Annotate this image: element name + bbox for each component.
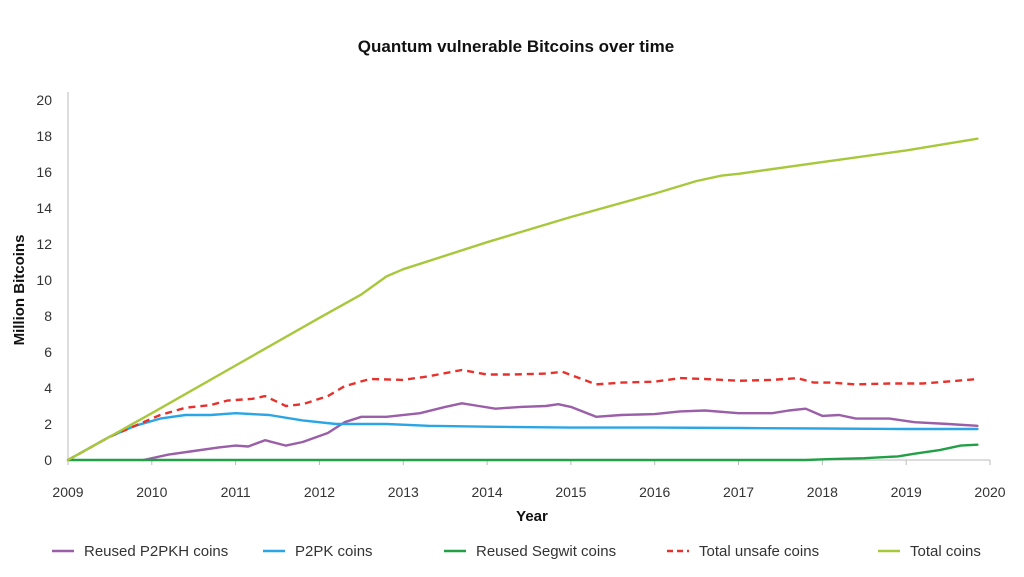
y-tick-label: 0	[44, 452, 52, 468]
legend-label: Reused Segwit coins	[476, 543, 616, 560]
chart-title: Quantum vulnerable Bitcoins over time	[358, 37, 674, 56]
y-tick-label: 2	[44, 416, 52, 432]
legend-label: Reused P2PKH coins	[84, 543, 228, 560]
x-axis-ticks: 2009 2010 2011 2012 2013 2014 2015 2016 2017 2018…	[52, 460, 1006, 500]
series-line-p2pk-coins	[66, 412, 979, 462]
x-tick-label: 2009	[52, 484, 83, 500]
x-tick-label: 2011	[221, 484, 251, 500]
legend-label: Total coins	[910, 543, 981, 560]
x-tick-label: 2019	[891, 484, 922, 500]
y-axis-label: Million Bitcoins	[11, 235, 28, 346]
x-tick-label: 2018	[807, 484, 838, 500]
legend-label: P2PK coins	[295, 543, 373, 560]
y-tick-label: 4	[44, 380, 52, 396]
x-tick-label: 2012	[304, 484, 335, 500]
series-lines	[66, 137, 979, 462]
y-tick-label: 20	[36, 92, 52, 108]
x-axis-label: Year	[516, 508, 548, 525]
y-tick-label: 18	[36, 128, 52, 144]
y-tick-label: 12	[36, 236, 52, 252]
y-tick-label: 16	[36, 164, 52, 180]
x-tick-label: 2016	[639, 484, 670, 500]
y-tick-label: 8	[44, 308, 52, 324]
legend: Reused P2PKH coins P2PK coins Reused Segwi…	[52, 543, 981, 560]
x-tick-label: 2020	[974, 484, 1005, 500]
x-tick-label: 2010	[136, 484, 167, 500]
y-tick-label: 10	[36, 272, 52, 288]
legend-label: Total unsafe coins	[699, 543, 819, 560]
y-tick-label: 14	[36, 200, 52, 216]
x-tick-label: 2013	[388, 484, 419, 500]
y-tick-label: 6	[44, 344, 52, 360]
x-tick-label: 2015	[555, 484, 586, 500]
series-line-reused-p2pkh-coins	[142, 402, 979, 462]
series-line-total-coins	[66, 137, 979, 462]
x-tick-label: 2014	[472, 484, 503, 500]
series-line-reused-segwit-coins	[66, 443, 979, 462]
y-axis-ticks: 0 2 4 6 8 10 12 14 16 18 20	[36, 92, 52, 468]
series-line-total-unsafe-coins	[67, 368, 978, 462]
x-tick-label: 2017	[723, 484, 754, 500]
